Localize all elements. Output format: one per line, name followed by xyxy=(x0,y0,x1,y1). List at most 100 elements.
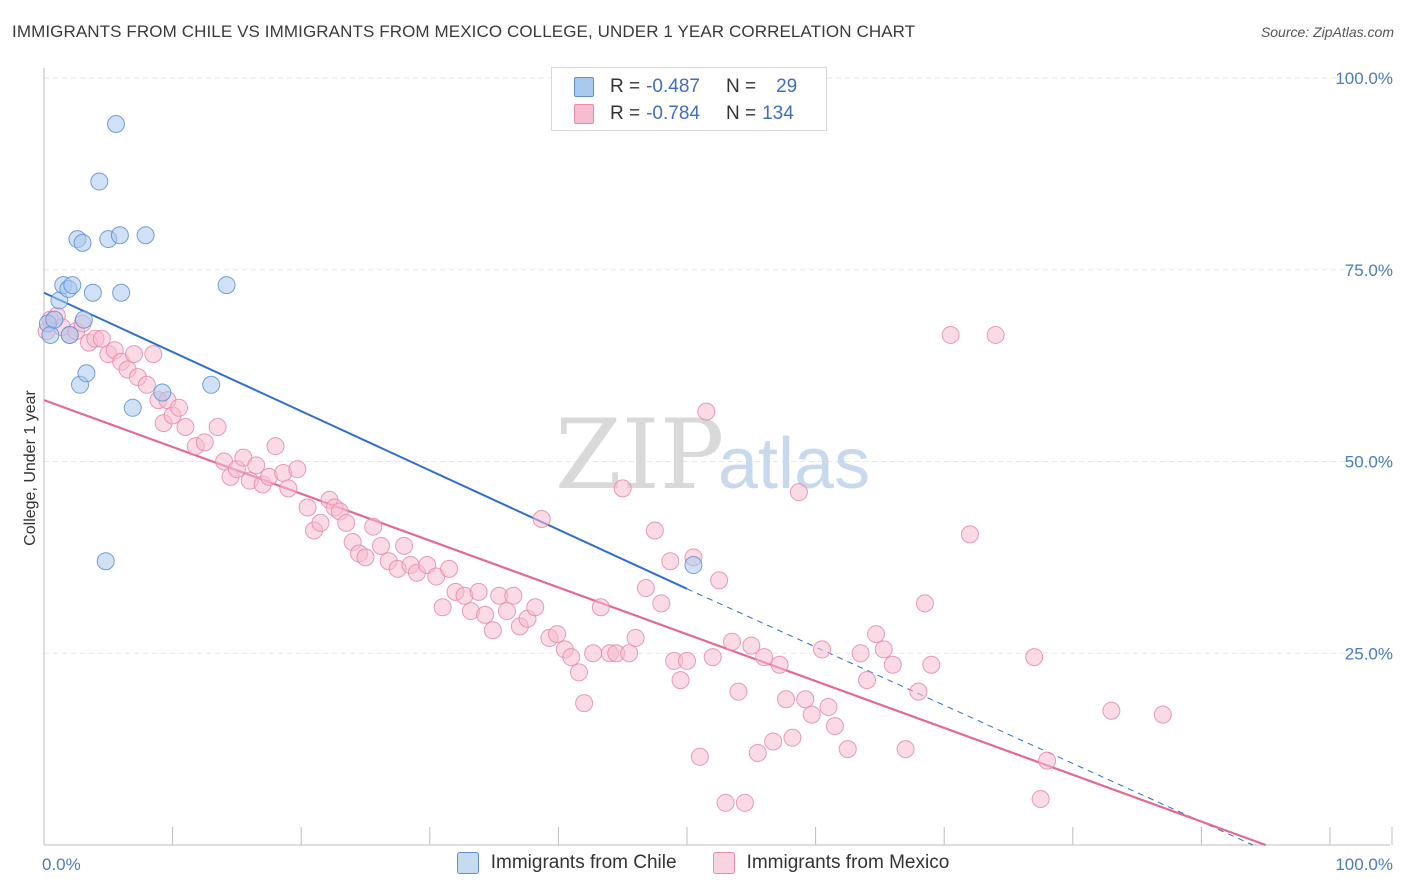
chile-point xyxy=(217,276,236,295)
mexico-point xyxy=(176,417,195,436)
mexico-point xyxy=(364,517,383,536)
mexico-point xyxy=(735,793,754,812)
mexico-point xyxy=(356,548,375,567)
chile-point xyxy=(112,283,131,302)
legend-item-mexico[interactable]: Immigrants from Mexico xyxy=(712,852,950,874)
mexico-point xyxy=(532,510,551,529)
chart-title: IMMIGRANTS FROM CHILE VS IMMIGRANTS FROM… xyxy=(12,22,916,41)
mexico-point xyxy=(671,671,690,690)
mexico-point xyxy=(144,345,163,364)
x-tick-label: 0.0% xyxy=(42,855,81,874)
n-label: N = xyxy=(725,103,757,124)
n-value: 134 xyxy=(762,103,794,124)
r-label: R = xyxy=(610,103,641,124)
chile-point xyxy=(83,283,102,302)
mexico-point xyxy=(620,644,639,663)
mexico-point xyxy=(395,536,414,555)
mexico-point xyxy=(483,621,502,640)
mexico-point xyxy=(802,705,821,724)
chile-point xyxy=(123,398,142,417)
mexico-point xyxy=(867,625,886,644)
mexico-point xyxy=(851,644,870,663)
mexico-point xyxy=(92,329,111,348)
mexico-point xyxy=(526,598,545,617)
data-points xyxy=(37,115,1172,812)
mexico-point xyxy=(613,479,632,498)
mexico-point xyxy=(922,655,941,674)
mexico-point xyxy=(678,651,696,670)
chile-point xyxy=(136,226,155,245)
series-legend: Immigrants from Chile Immigrants from Me… xyxy=(0,852,1406,874)
mexico-point xyxy=(279,479,298,498)
mexico-swatch xyxy=(712,852,735,874)
y-tick-label: 75.0% xyxy=(1345,261,1393,280)
x-tick-label: 100.0% xyxy=(1335,855,1393,874)
mexico-point xyxy=(883,655,902,674)
mexico-point xyxy=(584,644,603,663)
legend-item-chile[interactable]: Immigrants from Chile xyxy=(456,852,677,874)
axes xyxy=(43,68,1393,846)
mexico-point xyxy=(723,632,742,651)
y-tick-label: 50.0% xyxy=(1345,453,1393,472)
chile-point xyxy=(90,172,109,191)
trend-lines xyxy=(43,291,1267,847)
chile-point xyxy=(107,115,126,134)
mexico-point xyxy=(661,552,680,571)
chile-point xyxy=(45,310,64,329)
mexico-point xyxy=(247,456,266,475)
chile-point xyxy=(63,276,82,295)
mexico-point xyxy=(783,728,802,747)
mexico-point xyxy=(941,325,960,344)
r-value: -0.784 xyxy=(646,103,700,124)
mexico-point xyxy=(755,648,774,667)
mexico-point xyxy=(1025,648,1044,667)
mexico-point xyxy=(371,536,390,555)
mexico-point xyxy=(960,525,979,544)
mexico-point xyxy=(636,579,655,598)
watermark-zip: ZIP xyxy=(555,399,724,511)
n-label: N = xyxy=(725,76,757,97)
mexico-point xyxy=(569,663,588,682)
mexico-point xyxy=(838,740,857,759)
legend-row-chile: R = -0.487 N = 29 xyxy=(574,75,797,99)
y-tick-label: 25.0% xyxy=(1345,644,1393,663)
mexico-point xyxy=(710,571,729,590)
mexico-point xyxy=(1031,789,1050,808)
y-tick-label: 100.0% xyxy=(1335,69,1393,88)
mexico-point xyxy=(288,460,307,479)
mexico-point xyxy=(915,594,934,613)
chile-trend-extension xyxy=(686,588,1254,846)
tick-labels: 25.0% 50.0% 75.0% 100.0% 0.0% 100.0% xyxy=(42,69,1393,874)
mexico-point xyxy=(208,417,227,436)
mexico-point xyxy=(874,640,893,659)
chile-point xyxy=(202,375,221,394)
source-credit: Source: ZipAtlas.com xyxy=(1260,24,1394,40)
chile-point xyxy=(153,383,172,402)
mexico-point xyxy=(645,521,664,540)
chile-point xyxy=(41,325,60,344)
mexico-point xyxy=(909,682,928,701)
mexico-point xyxy=(729,682,748,701)
legend-label-chile: Immigrants from Chile xyxy=(490,852,677,873)
mexico-point xyxy=(575,694,594,713)
mexico-point xyxy=(562,648,581,667)
mexico-point xyxy=(703,648,722,667)
mexico-point xyxy=(1102,701,1121,720)
mexico-point xyxy=(1038,751,1057,770)
mexico-point xyxy=(986,325,1005,344)
mexico-point xyxy=(825,717,844,736)
mexico-point xyxy=(137,375,156,394)
chile-point xyxy=(110,226,129,245)
mexico-point xyxy=(796,690,815,709)
legend-label-mexico: Immigrants from Mexico xyxy=(746,852,950,873)
chile-swatch xyxy=(456,852,479,874)
chile-point xyxy=(73,233,92,252)
mexico-point xyxy=(504,586,523,605)
mexico-point xyxy=(813,640,832,659)
mexico-point xyxy=(298,498,317,517)
mexico-point xyxy=(266,437,285,456)
r-label: R = xyxy=(610,76,641,97)
chile-point xyxy=(96,552,115,571)
chile-point xyxy=(684,556,703,575)
